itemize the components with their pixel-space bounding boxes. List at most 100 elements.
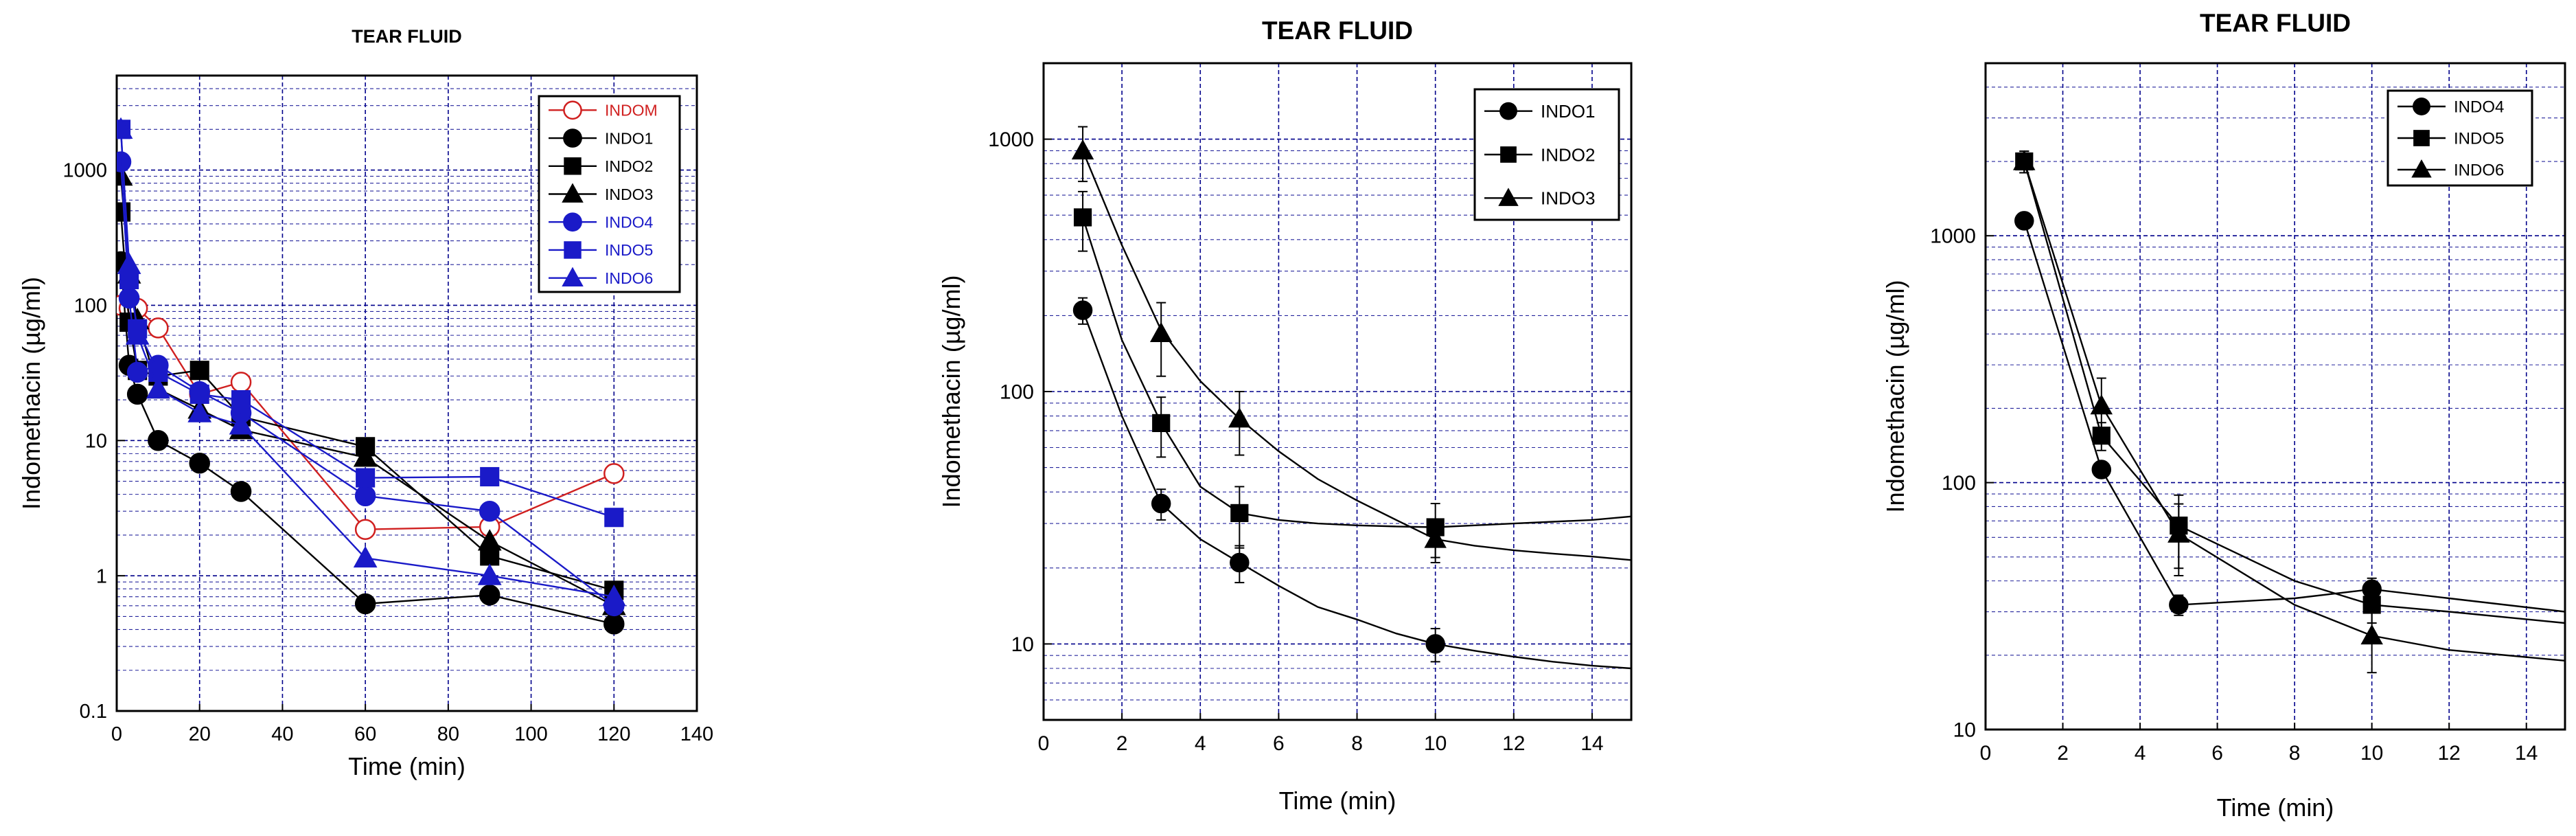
x-tick-label: 12 bbox=[2438, 742, 2461, 765]
x-tick-label: 6 bbox=[2211, 742, 2223, 765]
x-tick-label: 10 bbox=[1424, 732, 1447, 755]
legend-label: INDO6 bbox=[605, 269, 653, 287]
chart-panel-3: 0 2 4 6 8 10 12 14 10 100 1000 TEAR FLUID Time (min)… bbox=[1881, 9, 2566, 822]
data-point bbox=[2014, 211, 2034, 231]
data-point bbox=[230, 481, 252, 502]
legend-label: INDO3 bbox=[605, 185, 653, 203]
y-tick-label: 10 bbox=[85, 430, 107, 452]
legend: INDO1 INDO2 INDO3 bbox=[1473, 88, 1620, 221]
y-axis-label: Indomethacin (µg/ml) bbox=[17, 277, 45, 510]
data-point bbox=[1149, 321, 1173, 343]
data-point bbox=[1071, 139, 1094, 160]
data-point bbox=[2013, 150, 2036, 170]
data-point bbox=[125, 323, 150, 345]
data-point bbox=[117, 151, 132, 172]
x-tick-label: 4 bbox=[1195, 732, 1206, 755]
x-tick-label: 0 bbox=[1980, 742, 1992, 765]
legend-marker bbox=[563, 100, 582, 120]
x-tick-label: 14 bbox=[2515, 742, 2538, 765]
x-tick-label: 2 bbox=[2057, 742, 2069, 765]
x-tick-label: 140 bbox=[680, 723, 713, 745]
data-point bbox=[1425, 634, 1445, 654]
data-point bbox=[126, 361, 148, 383]
plot-frame bbox=[1984, 62, 2566, 731]
legend-label: INDO1 bbox=[1541, 101, 1595, 122]
data-area bbox=[117, 117, 626, 635]
chart-title: TEAR FLUID bbox=[352, 26, 461, 47]
x-tick-label: 0 bbox=[111, 723, 122, 745]
x-tick-label: 12 bbox=[1502, 732, 1525, 755]
series-indo1 bbox=[1072, 297, 1631, 670]
data-point bbox=[2360, 624, 2383, 645]
x-tick-label: 40 bbox=[271, 723, 293, 745]
data-point bbox=[354, 519, 376, 540]
data-point bbox=[2167, 522, 2190, 543]
legend: INDOM INDO1 INDO2 INDO3 INDO4 INDO5 INDO6 bbox=[538, 95, 681, 293]
legend-marker bbox=[564, 157, 582, 175]
data-point bbox=[1072, 300, 1093, 320]
legend-marker bbox=[1499, 102, 1517, 120]
x-tick-label: 14 bbox=[1580, 732, 1603, 755]
x-tick-label: 8 bbox=[2289, 742, 2301, 765]
y-tick-label: 0.1 bbox=[80, 701, 107, 723]
data-point bbox=[231, 389, 251, 410]
data-point bbox=[126, 383, 148, 405]
data-area bbox=[1071, 126, 1631, 670]
data-point bbox=[117, 202, 131, 222]
x-axis-label: Time (min) bbox=[348, 752, 465, 780]
series-indo4 bbox=[2014, 211, 2565, 616]
data-point bbox=[1230, 504, 1249, 522]
data-point bbox=[148, 317, 169, 339]
data-point bbox=[2091, 460, 2112, 479]
legend-label: INDO4 bbox=[605, 213, 654, 231]
series-indo6 bbox=[117, 117, 626, 607]
data-point bbox=[479, 584, 501, 606]
legend-label: INDO2 bbox=[1541, 144, 1595, 165]
legend-marker bbox=[2413, 130, 2430, 146]
legend: INDO4 INDO5 INDO6 bbox=[2387, 89, 2533, 187]
chart-title: TEAR FLUID bbox=[1262, 16, 1413, 45]
data-point bbox=[1228, 407, 1251, 428]
data-point bbox=[189, 453, 210, 474]
data-point bbox=[1152, 414, 1171, 433]
data-point bbox=[229, 413, 253, 435]
x-tick-label: 2 bbox=[1116, 732, 1128, 755]
chart-panel-2: 0 2 4 6 8 10 12 14 10 100 1000 TEAR FLUID Time (min)… bbox=[937, 16, 1633, 815]
y-tick-label: 10 bbox=[1953, 719, 1976, 742]
data-point bbox=[603, 613, 625, 635]
data-point bbox=[2169, 595, 2189, 615]
data-area bbox=[2013, 150, 2565, 674]
data-point bbox=[477, 563, 502, 585]
chart-panel-1: 0 20 40 60 80 100 120 140 0.1 1 10 100 1000 TEAR FLUI… bbox=[17, 26, 713, 780]
legend-marker bbox=[563, 128, 582, 148]
data-point bbox=[1073, 208, 1092, 227]
y-axis-label: Indomethacin (µg/ml) bbox=[937, 275, 965, 508]
data-point bbox=[354, 485, 376, 507]
x-tick-label: 120 bbox=[597, 723, 630, 745]
x-tick-label: 0 bbox=[1038, 732, 1050, 755]
data-point bbox=[1230, 552, 1250, 573]
legend-label: INDO6 bbox=[2454, 161, 2504, 180]
series-line bbox=[1081, 217, 1631, 528]
data-point bbox=[356, 468, 376, 488]
y-tick-label: 1000 bbox=[62, 160, 107, 182]
legend-marker bbox=[1500, 146, 1517, 163]
y-tick-label: 100 bbox=[74, 295, 107, 317]
data-point bbox=[603, 463, 625, 484]
data-point bbox=[353, 445, 378, 467]
data-point bbox=[187, 400, 212, 422]
legend-marker bbox=[563, 212, 582, 232]
data-point bbox=[477, 529, 502, 551]
legend-label: INDO5 bbox=[605, 241, 653, 259]
y-tick-label: 10 bbox=[1011, 633, 1034, 656]
x-tick-label: 60 bbox=[354, 723, 376, 745]
data-point bbox=[230, 372, 252, 393]
data-point bbox=[148, 430, 169, 451]
data-point bbox=[1424, 528, 1447, 548]
data-point bbox=[479, 500, 501, 522]
legend-marker bbox=[2411, 159, 2432, 178]
data-point bbox=[117, 252, 141, 274]
series-indo3 bbox=[1071, 126, 1631, 564]
x-tick-label: 80 bbox=[437, 723, 459, 745]
